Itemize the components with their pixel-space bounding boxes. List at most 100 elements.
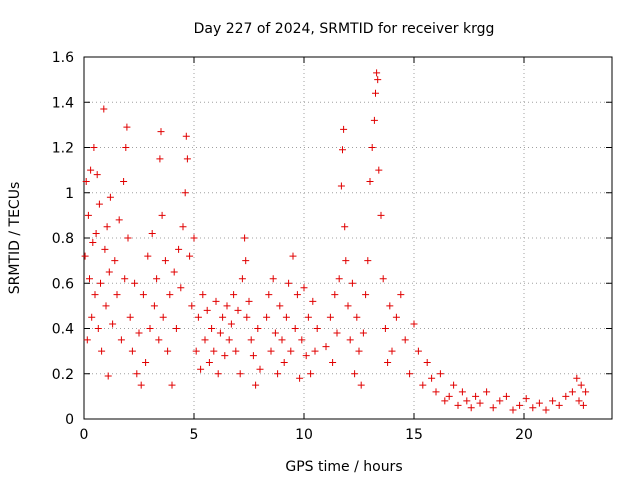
data-point [93, 171, 101, 179]
data-point [120, 177, 128, 185]
data-point [432, 388, 440, 396]
data-point [436, 370, 444, 378]
data-point [381, 325, 389, 332]
data-point [549, 397, 557, 405]
data-point [177, 284, 185, 292]
x-tick-label: 5 [190, 427, 199, 443]
data-point [472, 392, 480, 400]
data-point [170, 268, 178, 276]
grid-layer [84, 57, 612, 419]
y-tick-label: 1.4 [52, 95, 74, 111]
data-point [458, 388, 466, 396]
data-point [397, 291, 405, 299]
data-point [139, 291, 147, 299]
data-point [269, 275, 277, 283]
data-point [192, 347, 200, 355]
data-point [339, 146, 346, 154]
data-point [419, 381, 427, 389]
data-point [366, 177, 374, 185]
data-point [199, 291, 207, 299]
data-point [205, 358, 213, 366]
data-point [230, 291, 238, 299]
data-point [100, 105, 108, 113]
x-tick-label: 15 [405, 427, 423, 443]
data-point [92, 229, 100, 237]
data-point [346, 336, 354, 344]
data-point [335, 275, 343, 283]
data-point [208, 325, 216, 332]
data-point [219, 313, 227, 321]
data-point [329, 358, 337, 366]
data-point [87, 166, 95, 174]
data-point [555, 401, 563, 409]
data-point [221, 352, 229, 360]
tick-layer [83, 56, 612, 420]
data-point [242, 257, 250, 265]
data-point [102, 302, 110, 310]
data-point [577, 381, 585, 389]
data-point [463, 397, 471, 405]
data-point [353, 313, 361, 321]
data-point [362, 291, 370, 299]
data-point [188, 302, 196, 310]
data-point [133, 370, 141, 378]
data-point [359, 329, 367, 337]
data-point [236, 370, 244, 378]
data-point [406, 370, 414, 378]
data-point [392, 313, 400, 321]
data-point [252, 381, 260, 389]
data-point [128, 347, 136, 355]
data-point [298, 336, 306, 344]
data-point [280, 358, 288, 366]
data-point [372, 89, 379, 97]
y-tick-label: 0.2 [52, 367, 74, 383]
data-point [212, 297, 220, 305]
data-point [104, 372, 112, 380]
data-point [522, 395, 530, 403]
data-point [247, 336, 255, 344]
data-point [150, 302, 158, 310]
data-point [287, 347, 295, 355]
data-point [179, 223, 187, 231]
data-point [181, 189, 189, 197]
data-point [131, 279, 139, 287]
data-point [344, 302, 352, 310]
data-point [265, 291, 273, 299]
data-point [384, 358, 392, 366]
data-point [278, 336, 286, 344]
data-point [337, 182, 345, 190]
data-point [203, 306, 211, 314]
data-point [216, 329, 224, 337]
data-point [370, 116, 378, 124]
data-point [293, 291, 301, 299]
data-point [542, 406, 550, 414]
data-point [161, 257, 169, 265]
data-point [267, 347, 275, 355]
data-point [98, 347, 106, 355]
data-point [214, 370, 222, 378]
data-point [201, 336, 209, 344]
data-point [313, 325, 321, 332]
data-point [172, 325, 180, 332]
data-point [106, 193, 114, 201]
data-point [307, 370, 315, 378]
data-point [467, 404, 475, 412]
data-point [410, 320, 418, 328]
data-point [86, 275, 93, 283]
data-point [159, 313, 167, 321]
data-point [326, 313, 334, 321]
data-point [238, 275, 246, 283]
data-point [210, 347, 218, 355]
data-point [496, 397, 504, 405]
data-point [454, 401, 462, 409]
data-point [109, 320, 117, 328]
y-tick-label: 1 [65, 186, 74, 202]
data-point [573, 374, 581, 382]
data-point [183, 155, 191, 163]
data-point [249, 352, 257, 360]
data-point [351, 370, 359, 378]
data-point [282, 313, 290, 321]
data-point [291, 325, 299, 332]
data-point [197, 365, 205, 373]
